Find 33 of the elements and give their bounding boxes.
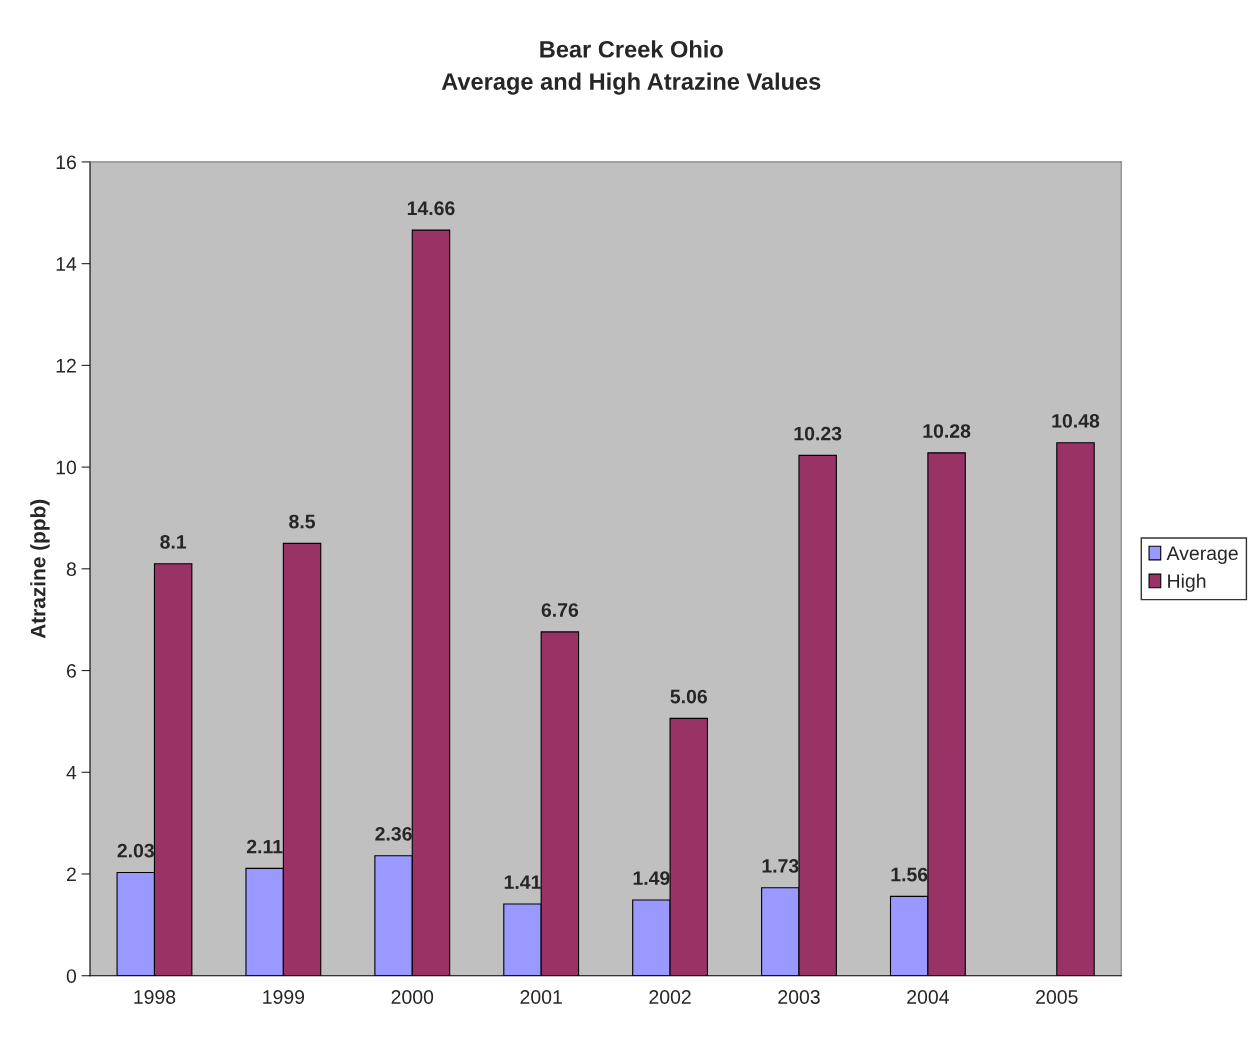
y-tick-label: 0 — [66, 969, 77, 983]
data-label: 8.5 — [289, 514, 316, 529]
legend-label: High — [1168, 573, 1206, 592]
x-tick-label: 1999 — [263, 990, 305, 1004]
data-label: 6.76 — [541, 603, 579, 617]
data-label: 2.11 — [246, 839, 283, 854]
data-label: 10.28 — [923, 424, 971, 438]
x-tick-label: 1998 — [134, 990, 176, 1004]
y-tick-label: 16 — [56, 155, 76, 170]
data-label: 14.66 — [407, 201, 455, 216]
y-tick-label: 2 — [66, 867, 76, 882]
y-tick-label: 14 — [56, 257, 77, 271]
data-label: 1.41 — [504, 875, 541, 889]
y-axis-title: Atrazine (ppb) — [30, 499, 50, 639]
x-tick-label: 2000 — [391, 990, 434, 1004]
y-tick-label: 10 — [56, 460, 77, 475]
data-label: 10.48 — [1052, 413, 1100, 428]
data-label: 8.1 — [160, 535, 187, 549]
y-tick-label: 12 — [56, 358, 76, 373]
data-label: 2.36 — [375, 826, 412, 841]
x-tick-label: 2001 — [520, 990, 562, 1004]
data-label: 2.03 — [117, 843, 154, 858]
x-tick-label: 2002 — [649, 990, 691, 1004]
y-tick-label: 4 — [66, 765, 77, 780]
x-tick-label: 2005 — [1036, 990, 1078, 1004]
y-tick-label: 6 — [66, 664, 76, 678]
y-tick-label: 8 — [66, 562, 76, 577]
legend-label: Average — [1166, 546, 1238, 564]
data-label: 5.06 — [670, 689, 707, 704]
data-label: 10.23 — [794, 426, 842, 441]
chart-title: Bear Creek Ohio Average and High Atrazine Values — [441, 40, 821, 95]
x-tick-label: 2003 — [778, 990, 820, 1004]
x-tick-label: 2004 — [907, 990, 949, 1004]
